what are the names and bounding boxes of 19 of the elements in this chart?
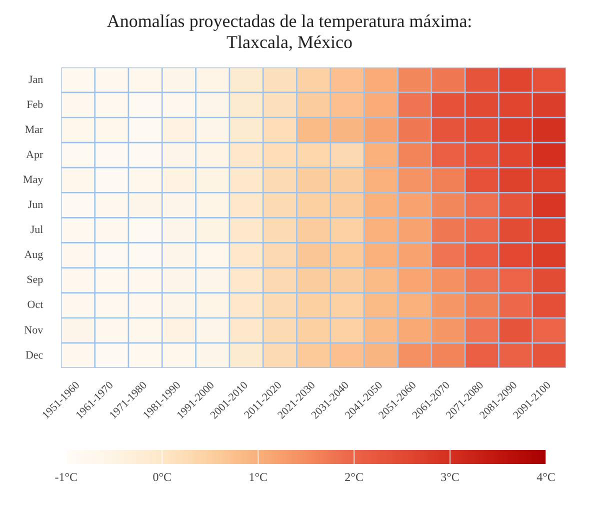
y-tick-label: Jul: [30, 224, 44, 236]
y-tick-label: Dec: [25, 349, 44, 362]
y-tick-label: Jan: [28, 74, 44, 86]
color-bar-label: 4°C: [536, 470, 556, 484]
color-bar-label: 1°C: [248, 470, 268, 484]
chart-title: Anomalías proyectadas de la temperatura máxima: Tlaxcala, México: [106, 11, 472, 52]
y-tick-label: Apr: [26, 148, 44, 161]
y-tick-label: Oct: [27, 299, 44, 312]
color-bar-label: 0°C: [152, 470, 172, 484]
y-tick-label: Sep: [26, 274, 44, 286]
color-bar-label: 3°C: [440, 470, 460, 484]
color-bar-label: 2°C: [344, 470, 364, 484]
y-tick-label: Nov: [24, 324, 44, 336]
y-tick-label: Jun: [28, 199, 44, 212]
y-tick-label: May: [22, 174, 44, 186]
y-tick-label: Feb: [26, 98, 44, 111]
color-bar-label: -1°C: [54, 470, 78, 484]
y-tick-label: Mar: [24, 124, 44, 136]
y-tick-label: Aug: [24, 249, 44, 262]
